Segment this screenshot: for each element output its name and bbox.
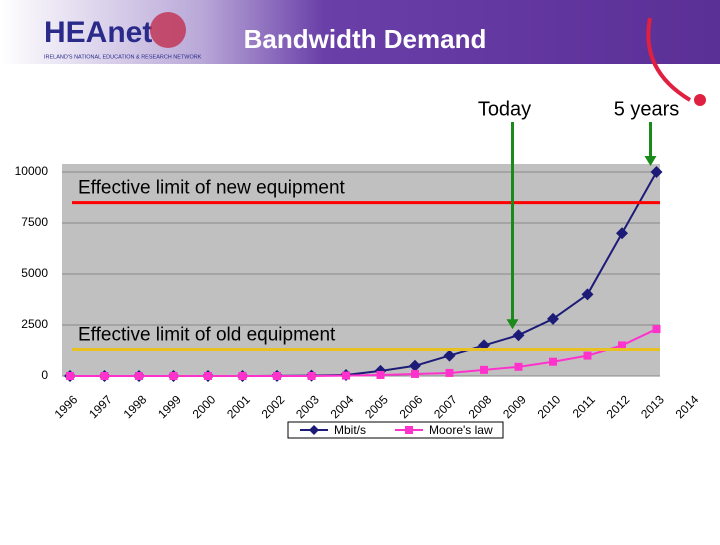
data-point bbox=[204, 372, 212, 380]
data-point bbox=[100, 372, 109, 380]
data-point bbox=[512, 329, 525, 342]
data-point bbox=[583, 351, 592, 360]
x-tick-label: 2008 bbox=[466, 392, 495, 421]
x-tick-label: 2011 bbox=[570, 392, 598, 420]
data-point bbox=[618, 341, 626, 350]
x-tick-label: 2005 bbox=[362, 392, 391, 421]
y-tick-label: 10000 bbox=[15, 164, 49, 178]
x-tick-label: 2002 bbox=[259, 392, 288, 421]
data-point bbox=[581, 288, 594, 301]
data-point bbox=[549, 357, 557, 366]
x-tick-label: 2003 bbox=[293, 392, 322, 421]
data-point bbox=[409, 359, 421, 372]
x-tick-label: 1998 bbox=[121, 392, 150, 421]
y-tick-label: 0 bbox=[41, 368, 48, 382]
legend-marker bbox=[309, 425, 319, 435]
logo-globe bbox=[150, 12, 186, 48]
decor-swoosh bbox=[646, 17, 692, 102]
x-tick-label: 2001 bbox=[224, 392, 253, 421]
series-line bbox=[70, 328, 657, 377]
plot-area bbox=[62, 164, 660, 376]
y-tick-label: 2500 bbox=[21, 317, 48, 331]
data-point bbox=[411, 369, 419, 378]
y-tick-label: 7500 bbox=[21, 215, 48, 229]
data-point bbox=[307, 372, 316, 380]
slide-title: Bandwidth Demand bbox=[244, 24, 487, 54]
data-point bbox=[273, 372, 281, 380]
y-tick-label: 5000 bbox=[21, 266, 48, 280]
annotation-label: 5 years bbox=[614, 98, 680, 120]
x-tick-label: 2013 bbox=[638, 392, 667, 421]
data-point bbox=[342, 371, 350, 380]
arrow-head bbox=[506, 319, 519, 330]
x-tick-label: 2012 bbox=[604, 392, 633, 421]
arrow-head bbox=[644, 156, 657, 166]
legend-label: Mbit/s bbox=[334, 423, 366, 437]
data-point bbox=[652, 325, 661, 334]
decor-dot bbox=[694, 94, 706, 106]
annotation-label: Today bbox=[478, 98, 531, 120]
x-tick-label: 2000 bbox=[190, 392, 219, 421]
data-point bbox=[547, 312, 559, 325]
logo-tagline: IRELAND'S NATIONAL EDUCATION & RESEARCH … bbox=[44, 54, 202, 60]
data-point bbox=[443, 349, 456, 362]
limit-label: Effective limit of old equipment bbox=[78, 324, 336, 345]
x-tick-label: 2010 bbox=[535, 392, 564, 421]
x-tick-label: 1999 bbox=[155, 392, 184, 421]
limit-label: Effective limit of new equipment bbox=[78, 178, 346, 199]
data-point bbox=[514, 362, 523, 371]
x-tick-label: 1996 bbox=[52, 392, 81, 421]
logo: HEAnet bbox=[44, 16, 152, 49]
data-point bbox=[616, 227, 628, 240]
x-tick-label: 2006 bbox=[397, 392, 426, 421]
data-point bbox=[238, 372, 247, 380]
legend-marker bbox=[405, 426, 413, 434]
data-point bbox=[169, 372, 178, 380]
x-tick-label: 2004 bbox=[328, 392, 357, 421]
data-point bbox=[650, 166, 663, 178]
data-point bbox=[376, 370, 385, 379]
data-point bbox=[445, 368, 454, 377]
x-tick-label: 2007 bbox=[431, 392, 460, 421]
data-point bbox=[480, 365, 488, 374]
header-bar bbox=[0, 0, 720, 64]
x-tick-label: 2014 bbox=[673, 392, 702, 421]
data-point bbox=[135, 372, 143, 380]
legend-label: Moore's law bbox=[429, 423, 493, 437]
data-point bbox=[66, 372, 74, 380]
x-tick-label: 2009 bbox=[500, 392, 529, 421]
x-tick-label: 1997 bbox=[86, 392, 115, 421]
